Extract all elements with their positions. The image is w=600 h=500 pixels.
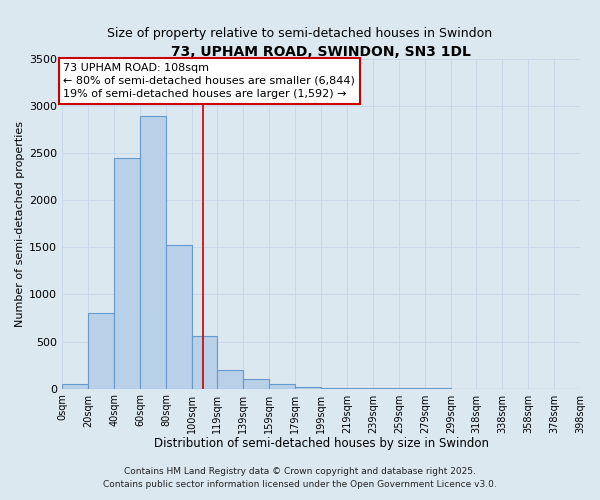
Y-axis label: Number of semi-detached properties: Number of semi-detached properties — [15, 121, 25, 327]
Bar — [269, 384, 295, 388]
Bar — [243, 379, 269, 388]
Text: Size of property relative to semi-detached houses in Swindon: Size of property relative to semi-detach… — [107, 28, 493, 40]
Bar — [192, 336, 217, 388]
Bar — [88, 314, 114, 388]
Title: 73, UPHAM ROAD, SWINDON, SN3 1DL: 73, UPHAM ROAD, SWINDON, SN3 1DL — [171, 45, 471, 59]
Bar — [114, 158, 140, 388]
Bar — [62, 384, 88, 388]
Bar — [140, 116, 166, 388]
Bar — [295, 386, 321, 388]
X-axis label: Distribution of semi-detached houses by size in Swindon: Distribution of semi-detached houses by … — [154, 437, 488, 450]
Text: 73 UPHAM ROAD: 108sqm
← 80% of semi-detached houses are smaller (6,844)
19% of s: 73 UPHAM ROAD: 108sqm ← 80% of semi-deta… — [64, 63, 355, 99]
Bar — [166, 244, 192, 388]
Bar — [217, 370, 243, 388]
Text: Contains HM Land Registry data © Crown copyright and database right 2025.
Contai: Contains HM Land Registry data © Crown c… — [103, 468, 497, 489]
